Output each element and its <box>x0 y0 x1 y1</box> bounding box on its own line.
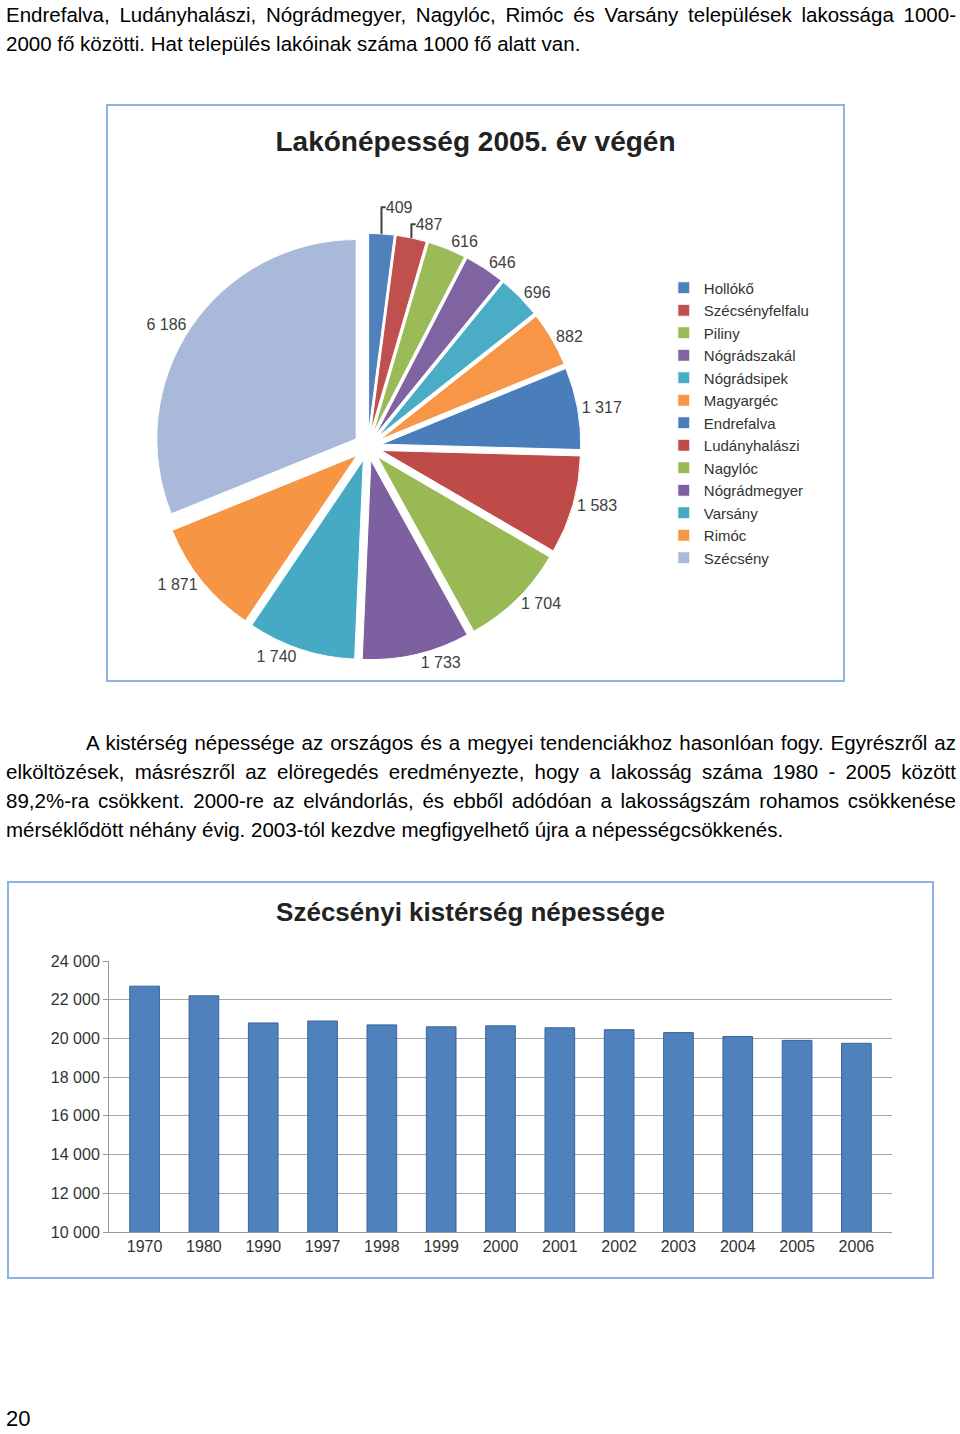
svg-text:16 000: 16 000 <box>51 1107 100 1124</box>
html-text:A kistérség népessége az orszá: A kistérség népessége az országos és a m… <box>6 731 956 841</box>
svg-text:2000: 2000 <box>483 1238 519 1255</box>
svg-text:1 583: 1 583 <box>577 497 617 514</box>
svg-text:1 733: 1 733 <box>421 654 461 671</box>
svg-text:409: 409 <box>386 199 413 216</box>
svg-text:Hollókő: Hollókő <box>704 280 754 297</box>
svg-text:882: 882 <box>556 328 583 345</box>
svg-text:10 000: 10 000 <box>51 1224 100 1241</box>
svg-text:Varsány: Varsány <box>704 505 758 522</box>
svg-text:1980: 1980 <box>186 1238 222 1255</box>
svg-text:Rimóc: Rimóc <box>704 527 747 544</box>
svg-text:2006: 2006 <box>839 1238 875 1255</box>
svg-text:Nagylóc: Nagylóc <box>704 460 759 477</box>
svg-text:Magyargéc: Magyargéc <box>704 392 779 409</box>
svg-text:1 317: 1 317 <box>582 399 622 416</box>
svg-text:1990: 1990 <box>245 1238 281 1255</box>
svg-text:18 000: 18 000 <box>51 1069 100 1086</box>
svg-text:1 740: 1 740 <box>256 648 296 665</box>
svg-text:Nógrádmegyer: Nógrádmegyer <box>704 482 803 499</box>
svg-text:696: 696 <box>524 284 551 301</box>
svg-text:487: 487 <box>416 216 443 233</box>
svg-text:1998: 1998 <box>364 1238 400 1255</box>
svg-text:1999: 1999 <box>423 1238 459 1255</box>
svg-text:Szécsényi kistérség népessége: Szécsényi kistérség népessége <box>276 897 665 927</box>
svg-text:Ludányhalászi: Ludányhalászi <box>704 437 800 454</box>
svg-text:24 000: 24 000 <box>51 953 100 970</box>
svg-text:2004: 2004 <box>720 1238 756 1255</box>
svg-text:616: 616 <box>451 233 478 250</box>
svg-text:2003: 2003 <box>661 1238 697 1255</box>
svg-text:6 186: 6 186 <box>146 316 186 333</box>
svg-text:1 871: 1 871 <box>158 576 198 593</box>
svg-text:2005: 2005 <box>779 1238 815 1255</box>
svg-text:2001: 2001 <box>542 1238 578 1255</box>
svg-text:Szécsény: Szécsény <box>704 550 770 567</box>
html-text:Endrefalva, Ludányhalászi, Nóg: Endrefalva, Ludányhalászi, Nógrádmegyer,… <box>6 3 956 55</box>
svg-text:Lakónépesség 2005. év végén: Lakónépesség 2005. év végén <box>276 126 676 157</box>
svg-text:12 000: 12 000 <box>51 1185 100 1202</box>
svg-text:Nógrádszakál: Nógrádszakál <box>704 347 796 364</box>
svg-text:20 000: 20 000 <box>51 1030 100 1047</box>
svg-text:Szécsényfelfalu: Szécsényfelfalu <box>704 302 809 319</box>
svg-text:1997: 1997 <box>305 1238 341 1255</box>
svg-text:1970: 1970 <box>127 1238 163 1255</box>
svg-text:1 704: 1 704 <box>521 595 561 612</box>
svg-text:646: 646 <box>489 254 516 271</box>
svg-text:14 000: 14 000 <box>51 1146 100 1163</box>
svg-text:Piliny: Piliny <box>704 325 740 342</box>
html-text:20: 20 <box>6 1406 31 1431</box>
svg-text:Nógrádsipek: Nógrádsipek <box>704 370 789 387</box>
svg-text:2002: 2002 <box>601 1238 637 1255</box>
svg-text:22 000: 22 000 <box>51 991 100 1008</box>
svg-text:Endrefalva: Endrefalva <box>704 415 776 432</box>
